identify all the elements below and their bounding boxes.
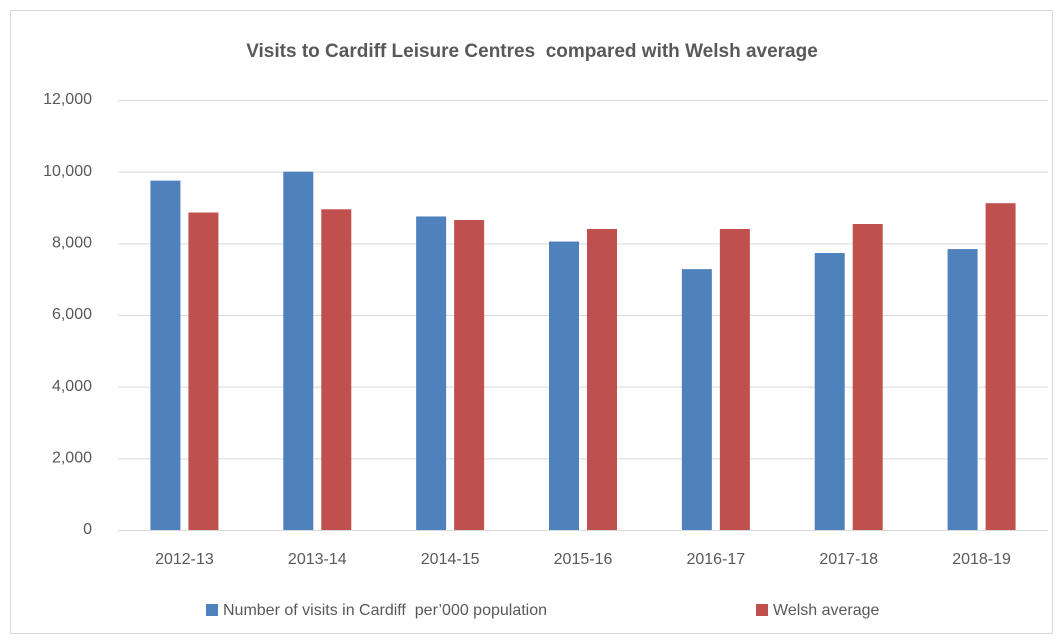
y-tick-label: 2,000 bbox=[52, 450, 92, 467]
x-tick-label: 2017-18 bbox=[819, 551, 878, 568]
bar bbox=[814, 253, 845, 530]
bar bbox=[283, 171, 314, 530]
x-tick-label: 2013-14 bbox=[288, 551, 347, 568]
y-tick-label: 8,000 bbox=[52, 235, 92, 252]
x-tick-label: 2014-15 bbox=[421, 551, 480, 568]
legend-label: Welsh average bbox=[773, 602, 880, 619]
x-tick-label: 2016-17 bbox=[686, 551, 745, 568]
y-tick-label: 0 bbox=[83, 521, 92, 538]
bar bbox=[454, 220, 485, 530]
bar bbox=[549, 241, 579, 530]
y-tick-label: 6,000 bbox=[52, 306, 92, 323]
bar bbox=[852, 223, 883, 530]
bar bbox=[719, 229, 750, 530]
bar bbox=[587, 229, 617, 530]
y-tick-label: 4,000 bbox=[52, 378, 92, 395]
x-tick-label: 2012-13 bbox=[155, 551, 214, 568]
bar bbox=[947, 249, 978, 531]
y-tick-label: 10,000 bbox=[43, 163, 92, 180]
legend-swatch bbox=[206, 604, 218, 616]
bar bbox=[681, 269, 712, 530]
bar bbox=[188, 212, 219, 530]
legend-label: Number of visits in Cardiff per’000 popu… bbox=[223, 602, 547, 619]
legend-swatch bbox=[756, 604, 768, 616]
bar bbox=[321, 209, 352, 530]
bar bbox=[985, 203, 1016, 530]
chart-title: Visits to Cardiff Leisure Centres compar… bbox=[246, 41, 818, 62]
bar bbox=[150, 180, 181, 530]
y-tick-label: 12,000 bbox=[43, 91, 92, 108]
x-tick-label: 2018-19 bbox=[952, 551, 1011, 568]
bar bbox=[416, 216, 447, 531]
x-tick-label: 2015-16 bbox=[554, 551, 613, 568]
